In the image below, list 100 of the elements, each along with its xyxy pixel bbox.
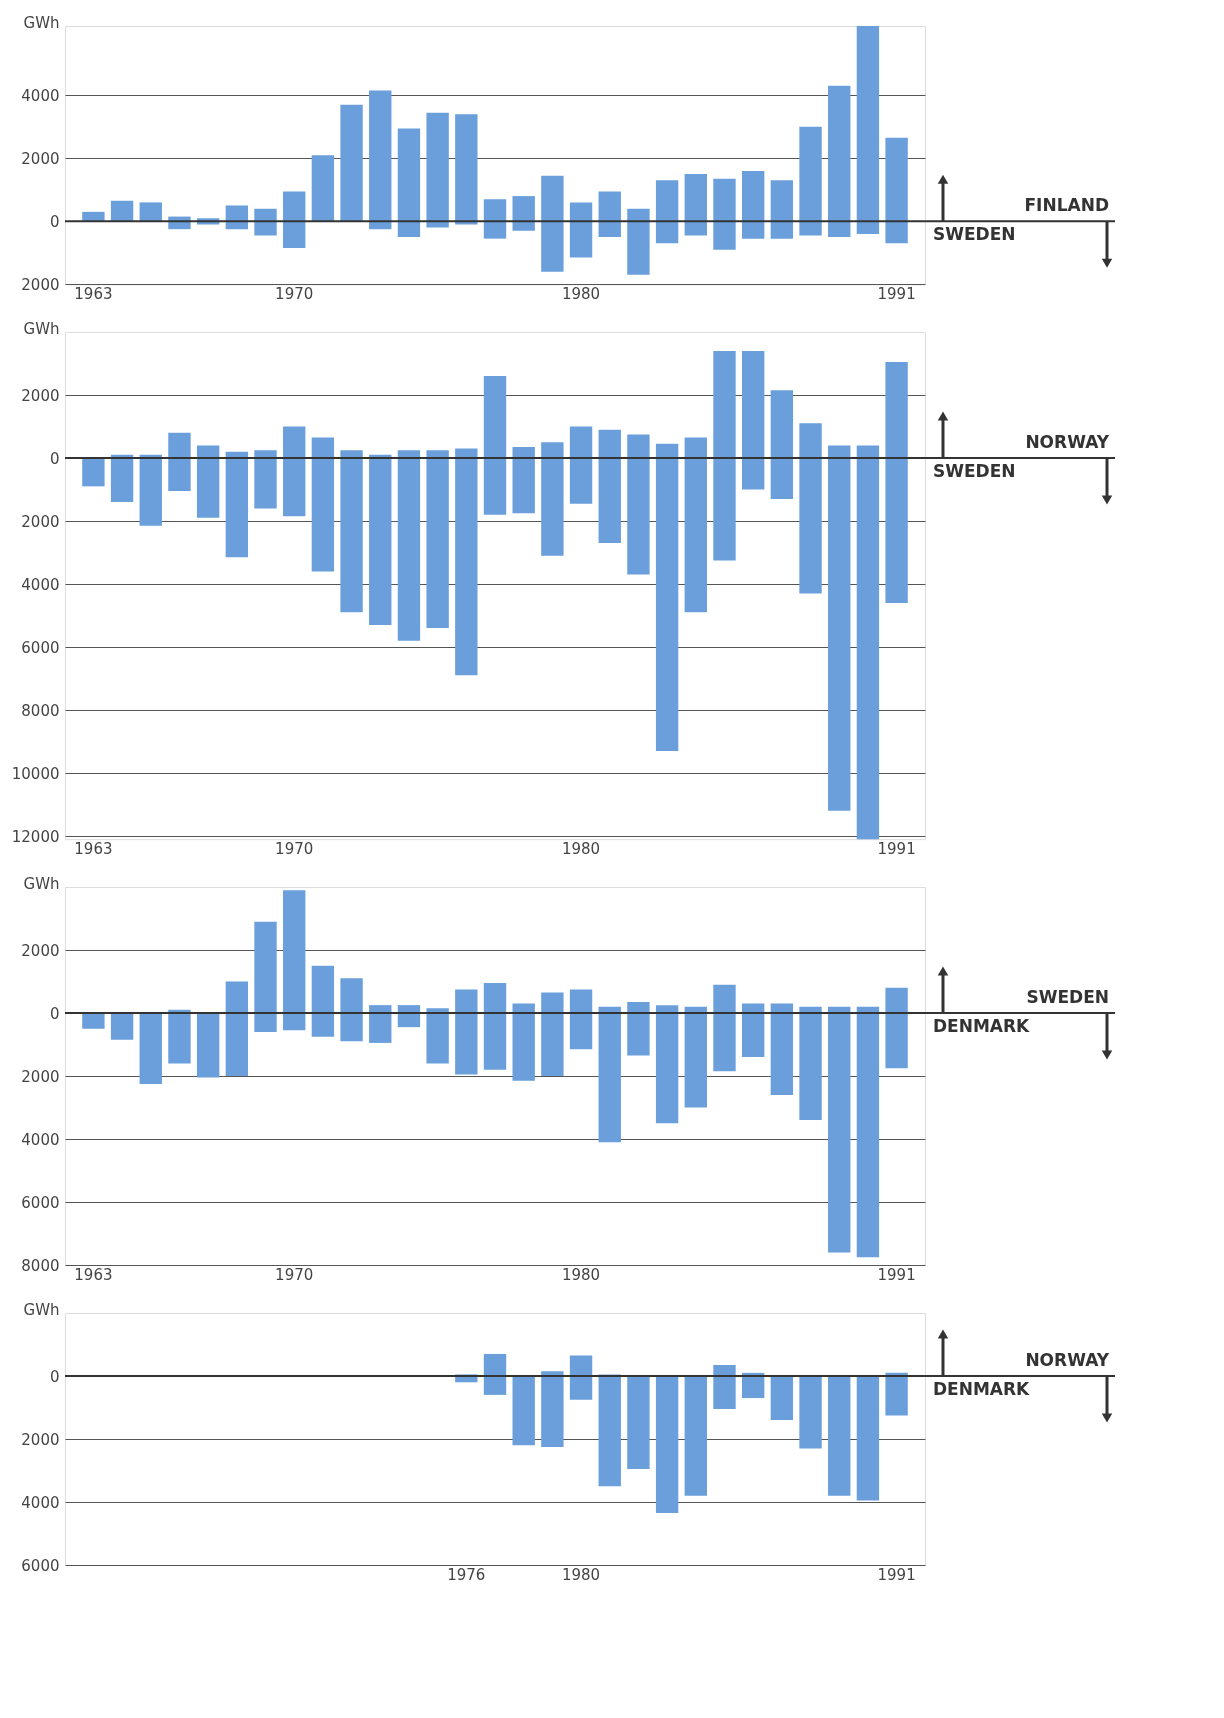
bar — [283, 890, 306, 1031]
bar — [713, 350, 736, 561]
bar — [196, 445, 220, 518]
bar — [483, 199, 507, 239]
bar — [397, 450, 421, 641]
bar — [885, 361, 908, 603]
y-tick-label: 0 — [49, 449, 60, 468]
bar — [828, 445, 851, 811]
x-tick-label: 1991 — [877, 284, 916, 303]
bar — [799, 1006, 822, 1121]
text: SWEDEN — [933, 461, 1016, 481]
bar — [741, 1372, 765, 1399]
bar — [139, 1013, 162, 1084]
bar — [196, 1013, 220, 1078]
bar — [598, 191, 621, 238]
bar — [828, 85, 851, 238]
y-tick-label: 0 — [49, 212, 60, 231]
bar — [799, 1376, 822, 1449]
bar — [828, 1376, 851, 1496]
x-tick-label: 1963 — [74, 1265, 113, 1284]
y-tick-label: 12000 — [11, 827, 60, 846]
bar — [684, 174, 707, 236]
bar — [655, 1005, 679, 1124]
y-tick-label: 8000 — [21, 701, 60, 720]
bar — [455, 989, 478, 1075]
bar — [569, 202, 593, 258]
bar — [741, 170, 765, 239]
x-tick-label: 1970 — [275, 284, 314, 303]
bar — [369, 1005, 392, 1043]
bar — [311, 965, 335, 1037]
x-tick-label: 1963 — [74, 839, 113, 858]
bar — [684, 437, 707, 613]
bar — [713, 984, 736, 1072]
text: FINLAND — [1024, 195, 1109, 216]
bar — [770, 1003, 794, 1095]
bar — [110, 200, 134, 222]
x-tick-label: 1980 — [561, 1265, 601, 1284]
bar — [512, 1003, 535, 1081]
text: SWEDEN — [933, 224, 1016, 245]
bar — [856, 1006, 880, 1258]
x-tick-label: 1991 — [877, 1565, 916, 1584]
x-tick-label: 1991 — [877, 1265, 916, 1284]
y-tick-label: 2000 — [21, 1067, 60, 1086]
y-tick-label: 4000 — [21, 575, 60, 594]
x-tick-label: 1980 — [561, 839, 601, 858]
bar — [799, 126, 822, 236]
y-tick-label: 6000 — [21, 1193, 60, 1212]
bar — [541, 442, 564, 556]
bar — [139, 202, 162, 222]
y-tick-label: 2000 — [21, 386, 60, 405]
bar — [110, 1013, 134, 1040]
bar — [369, 454, 392, 625]
bar — [225, 451, 249, 558]
bar — [655, 1376, 679, 1514]
bar — [741, 1003, 765, 1058]
bar — [856, 26, 880, 234]
bar — [110, 454, 134, 503]
bar — [483, 376, 507, 515]
bar — [885, 137, 908, 244]
bar — [684, 1006, 707, 1108]
x-tick-label: 1976 — [447, 1565, 486, 1584]
bar — [713, 178, 736, 250]
y-tick-label: 4000 — [21, 86, 60, 105]
y-axis-title: GWh — [23, 319, 60, 338]
bar — [426, 112, 449, 228]
bar — [483, 983, 507, 1070]
bar — [799, 423, 822, 594]
text: NORWAY — [1025, 1350, 1110, 1370]
bar — [541, 1371, 564, 1447]
bar — [512, 1376, 535, 1446]
y-tick-label: 0 — [49, 1367, 60, 1386]
y-tick-label: 0 — [49, 1004, 60, 1023]
bar — [340, 450, 363, 613]
y-axis-title: GWh — [23, 1300, 60, 1319]
bar — [856, 1376, 880, 1501]
bar — [598, 1006, 621, 1143]
bar — [168, 432, 191, 492]
bar — [741, 350, 765, 490]
bar — [569, 989, 593, 1050]
bar — [885, 987, 908, 1069]
bar — [483, 1353, 507, 1395]
bar — [598, 429, 621, 544]
bar — [569, 426, 593, 504]
bar — [770, 1376, 794, 1421]
bar — [541, 175, 564, 272]
bar — [655, 443, 679, 751]
bar — [82, 1013, 105, 1029]
x-tick-label: 1991 — [877, 839, 916, 858]
y-tick-label: 6000 — [21, 638, 60, 657]
bar — [426, 450, 449, 629]
bar — [311, 155, 335, 222]
y-tick-label: 4000 — [21, 1130, 60, 1149]
bar — [627, 1376, 650, 1469]
bar — [655, 180, 679, 244]
y-tick-label: 10000 — [11, 764, 60, 783]
x-tick-label: 1980 — [561, 284, 601, 303]
y-tick-label: 2000 — [21, 275, 60, 294]
bar — [82, 458, 105, 487]
bar — [885, 1372, 908, 1416]
bar — [254, 450, 277, 509]
